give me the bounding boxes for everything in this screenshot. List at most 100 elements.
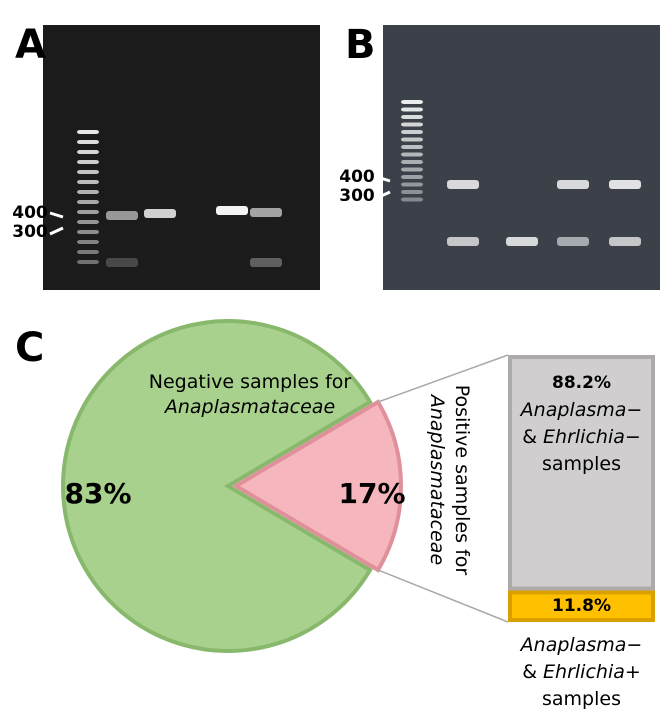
gel-band (77, 170, 99, 174)
label-part: & (522, 426, 543, 448)
gel-band (401, 100, 423, 104)
label-line: & Ehrlichia+ (522, 661, 641, 683)
gel-band (557, 237, 589, 246)
gel-band (401, 107, 423, 112)
panel-label: B (345, 22, 376, 68)
gel-band (401, 175, 423, 179)
gel-band (106, 211, 138, 220)
gel-a (43, 25, 320, 290)
label-line: Negative samples for (149, 371, 352, 393)
bar-segment (508, 590, 655, 623)
lane-label: 4 (225, 1, 240, 25)
value-label: 88.2% (552, 373, 611, 393)
lane-label: 2 (515, 1, 530, 25)
lane-label: 2 (151, 1, 166, 25)
label-part: & (522, 661, 543, 683)
gel-band (401, 137, 423, 142)
gel-band (401, 145, 423, 149)
marker-label: 300 (12, 222, 48, 242)
gel-band (77, 230, 99, 234)
gel-band (401, 152, 423, 157)
gel-band (77, 260, 99, 264)
marker-label: 300 (339, 186, 375, 206)
marker-arrow (376, 190, 391, 200)
label-part: samples (542, 688, 621, 710)
label-part: Positive samples for (452, 385, 474, 576)
label-line: samples (542, 688, 621, 710)
gel-band (77, 160, 99, 164)
gel-band (77, 240, 99, 244)
gel-b (383, 25, 660, 290)
connector (377, 569, 509, 623)
bar-segment (508, 355, 655, 591)
lane-label: M (401, 1, 422, 25)
gel-band (401, 182, 423, 187)
label-line: Anaplasmataceae (427, 393, 449, 565)
lane-label: M (81, 1, 102, 25)
lane-label: 5 (261, 1, 276, 25)
label-part: − (626, 634, 642, 656)
label-part: Anaplasma (519, 634, 627, 656)
gel-band (401, 115, 423, 119)
label-part: − (625, 426, 641, 448)
gel-band (77, 250, 99, 254)
gel-band (609, 180, 641, 189)
gel-band (77, 130, 99, 134)
panel-label: C (15, 325, 44, 371)
gel-band (77, 210, 99, 214)
connector (377, 354, 509, 403)
marker-arrow (49, 226, 64, 236)
gel-band (250, 258, 282, 267)
gel-band (506, 237, 538, 246)
label-line: Anaplasmataceae (163, 396, 335, 418)
panel-label: A (15, 22, 46, 68)
gel-band (447, 180, 479, 189)
label-part: Ehrlichia (543, 661, 625, 683)
gel-band (401, 197, 423, 202)
gel-band (401, 160, 423, 164)
gel-band (144, 209, 176, 218)
marker-arrow (49, 211, 64, 219)
marker-arrow (376, 175, 391, 183)
label-part: − (626, 399, 642, 421)
lane-label: 1 (118, 1, 133, 25)
gel-band (250, 208, 282, 217)
gel-band (77, 140, 99, 144)
gel-band (77, 180, 99, 184)
gel-band (401, 122, 423, 127)
pie-slice (232, 399, 403, 573)
marker-label: 400 (339, 167, 375, 187)
gel-band (216, 206, 248, 215)
gel-band (106, 258, 138, 267)
label-part: Anaplasmataceae (427, 393, 449, 565)
value-label: 83% (64, 477, 131, 510)
label-part: + (625, 661, 641, 683)
value-label: 17% (338, 477, 405, 510)
gel-band (557, 180, 589, 189)
gel-band (77, 220, 99, 224)
marker-label: 400 (12, 203, 48, 223)
gel-band (77, 190, 99, 194)
label-part: Anaplasmataceae (163, 396, 335, 418)
label-line: & Ehrlichia− (522, 426, 641, 448)
label-line: Anaplasma− (519, 634, 643, 656)
gel-band (77, 200, 99, 204)
label-line: samples (542, 453, 621, 475)
label-line: Anaplasma− (519, 399, 643, 421)
gel-band (77, 150, 99, 154)
label-part: samples (542, 453, 621, 475)
gel-band (447, 237, 479, 246)
pie-slice (61, 319, 373, 653)
lane-label: 3 (566, 1, 581, 25)
label-part: Anaplasma (519, 399, 627, 421)
gel-band (401, 190, 423, 194)
lane-label: 4 (618, 1, 633, 25)
gel-band (401, 167, 423, 172)
label-part: Negative samples for (149, 371, 352, 393)
lane-label: 1 (456, 1, 471, 25)
value-label: 11.8% (552, 596, 611, 616)
gel-band (609, 237, 641, 246)
gel-bands (77, 100, 641, 267)
gel-band (401, 130, 423, 134)
